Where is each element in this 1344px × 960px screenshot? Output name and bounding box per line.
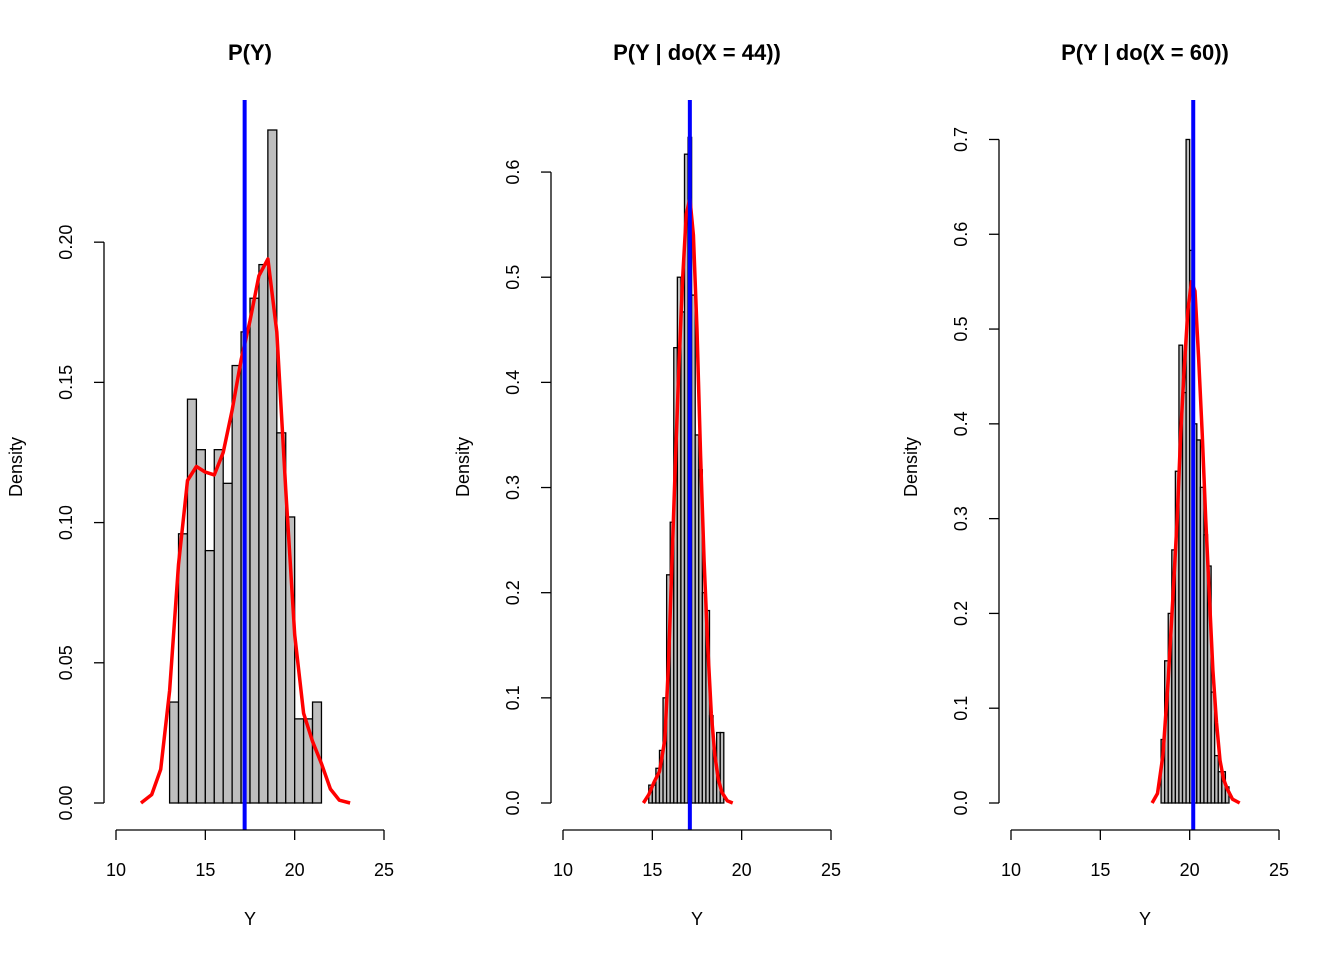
x-tick-label: 25 — [374, 860, 394, 880]
y-axis-label: Density — [453, 437, 473, 497]
density-curve — [1150, 279, 1241, 805]
histogram-bar — [186, 398, 198, 804]
histogram-bar — [231, 364, 242, 804]
panel-title: P(Y | do(X = 60)) — [1061, 40, 1229, 65]
histogram-bar — [195, 449, 206, 804]
histogram-bar — [285, 516, 296, 804]
y-tick-label: 0.1 — [503, 685, 523, 710]
y-tick-label: 0.00 — [56, 785, 76, 820]
y-tick-label: 0.6 — [951, 222, 971, 247]
y-tick-label: 0.3 — [503, 475, 523, 500]
panel-do-x-60: P(Y | do(X = 60)) Y Density 10 15 20 25 0.0 0… — [901, 40, 1289, 929]
y-tick-label: 0.4 — [951, 411, 971, 436]
x-tick-label: 25 — [1269, 860, 1289, 880]
x-tick-label: 15 — [195, 860, 215, 880]
x-tick-label: 10 — [553, 860, 573, 880]
x-tick-label: 15 — [642, 860, 662, 880]
x-axis-label: Y — [691, 909, 703, 929]
y-tick-label: 0.4 — [503, 370, 523, 395]
histogram-bar — [222, 482, 233, 804]
y-tick-label: 0.7 — [951, 127, 971, 152]
x-tick-label: 20 — [1180, 860, 1200, 880]
histogram-bar — [258, 263, 269, 804]
histogram-bar — [719, 731, 725, 804]
y-tick-label: 0.3 — [951, 506, 971, 531]
x-axis-label: Y — [1139, 909, 1151, 929]
x-tick-label: 15 — [1090, 860, 1110, 880]
histogram-bar — [249, 297, 260, 804]
x-tick-label: 20 — [732, 860, 752, 880]
y-tick-label: 0.05 — [56, 645, 76, 680]
y-tick-label: 0.0 — [503, 790, 523, 815]
y-tick-label: 0.5 — [951, 317, 971, 342]
y-tick-label: 0.5 — [503, 265, 523, 290]
histogram-bar — [168, 701, 180, 804]
histogram-bar — [204, 549, 215, 804]
y-tick-label: 0.0 — [951, 790, 971, 815]
y-axis-label: Density — [6, 437, 26, 497]
y-tick-label: 0.20 — [56, 225, 76, 260]
panel-do-x-44: P(Y | do(X = 44)) Y Density 10 15 20 25 0.0 0… — [453, 40, 841, 929]
x-tick-label: 25 — [821, 860, 841, 880]
histogram-bar — [213, 449, 224, 804]
y-tick-label: 0.1 — [951, 696, 971, 721]
y-axis-label: Density — [901, 437, 921, 497]
y-tick-label: 0.10 — [56, 505, 76, 540]
panel-title: P(Y | do(X = 44)) — [613, 40, 781, 65]
x-tick-label: 10 — [106, 860, 126, 880]
x-axis-label: Y — [244, 909, 256, 929]
histogram-bar — [294, 718, 305, 804]
panel-marginal: P(Y) Y Density 10 15 20 25 0.00 0.05 0.10 0.15 0… — [6, 40, 394, 929]
histogram-bar — [177, 533, 189, 804]
panel-title: P(Y) — [228, 40, 272, 65]
y-tick-label: 0.2 — [951, 601, 971, 626]
y-tick-label: 0.6 — [503, 160, 523, 185]
y-tick-label: 0.15 — [56, 365, 76, 400]
histogram-bar — [267, 129, 278, 804]
y-tick-label: 0.2 — [503, 580, 523, 605]
x-tick-label: 10 — [1001, 860, 1021, 880]
x-tick-label: 20 — [285, 860, 305, 880]
